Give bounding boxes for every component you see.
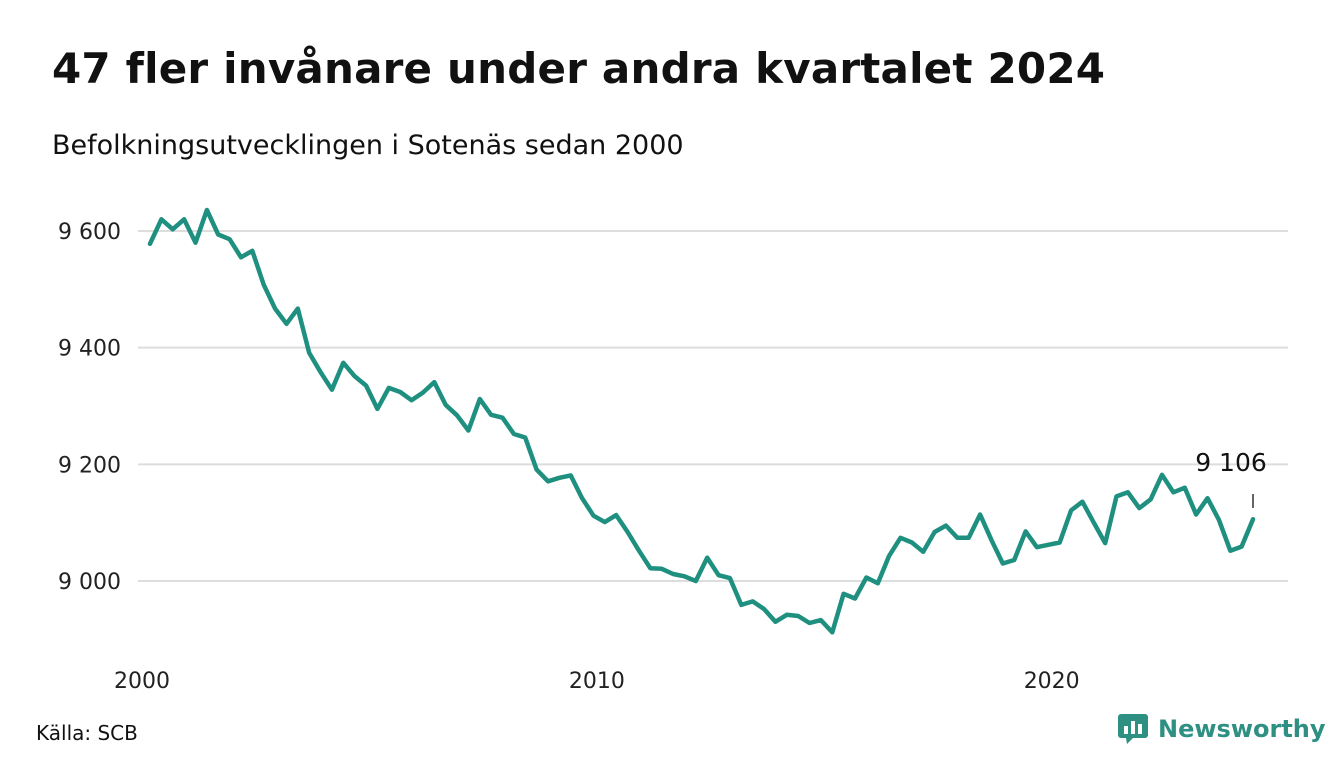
y-tick-label: 9 400 [58, 337, 121, 362]
newsworthy-brand[interactable]: Newsworthy [1118, 714, 1326, 744]
chart-subtitle: Befolkningsutvecklingen i Sotenäs sedan … [52, 130, 684, 161]
newsworthy-logo-icon [1118, 714, 1148, 744]
y-tick-label: 9 200 [58, 453, 121, 478]
x-tick-label: 2020 [1024, 669, 1080, 694]
series-line [147, 207, 1256, 635]
source-label: Källa: SCB [36, 721, 138, 745]
last-value-label: 9 106 [1195, 448, 1267, 477]
brand-name: Newsworthy [1158, 715, 1326, 743]
chart-title: 47 fler invånare under andra kvartalet 2… [52, 44, 1106, 93]
y-tick-label: 9 600 [58, 220, 121, 245]
population-line-chart: 9 000 9 200 9 400 9 600 2000 2010 2020 9 106 [58, 207, 1288, 694]
x-tick-label: 2000 [114, 669, 170, 694]
x-tick-label: 2010 [569, 669, 625, 694]
y-tick-label: 9 000 [58, 570, 121, 595]
